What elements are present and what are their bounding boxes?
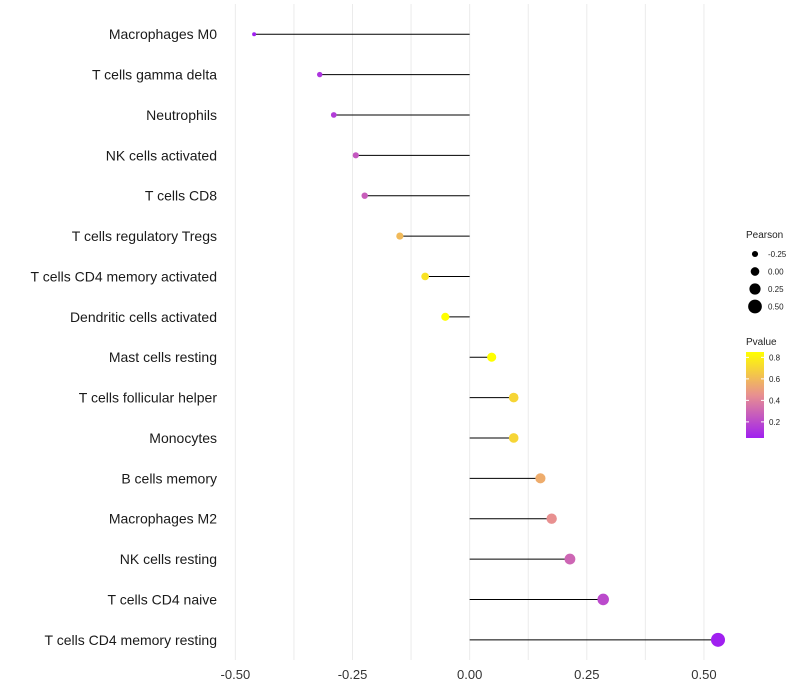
size-legend-key [750, 267, 760, 276]
x-tick-label: -0.25 [338, 667, 368, 682]
lollipop-point [252, 32, 257, 37]
lollipop-point [352, 152, 359, 159]
category-axis-labels: Macrophages M0 T cells gamma delta Neutrop… [31, 26, 218, 648]
category-label: Macrophages M0 [109, 26, 217, 42]
category-label: T cells CD8 [145, 188, 217, 204]
color-legend-label: 0.8 [769, 353, 781, 362]
lollipop-point [441, 312, 450, 321]
category-label: T cells regulatory Tregs [72, 228, 217, 244]
x-tick-label: 0.50 [691, 667, 716, 682]
color-legend-label: 0.4 [769, 396, 781, 405]
lollipop-point [396, 232, 404, 240]
category-label: T cells follicular helper [79, 390, 218, 406]
lollipop-point [535, 473, 546, 484]
category-label: NK cells activated [106, 147, 217, 163]
size-legend-key [748, 299, 762, 314]
category-label: NK cells resting [120, 551, 217, 567]
lollipop-point [711, 632, 725, 647]
size-legend-key [751, 250, 759, 258]
size-legend-label: 0.25 [768, 285, 784, 294]
color-legend-bar [746, 352, 764, 438]
x-tick-label: 0.00 [457, 667, 482, 682]
size-legend: Pearson -0.25 0.00 0.25 0.50 [746, 230, 787, 314]
size-legend-label: -0.25 [768, 250, 787, 259]
color-legend-label: 0.6 [769, 375, 781, 384]
x-axis-tick-labels: -0.50 -0.25 0.00 0.25 0.50 [221, 667, 717, 682]
category-label: T cells CD4 memory resting [45, 632, 217, 648]
category-label: Macrophages M2 [109, 511, 217, 527]
color-legend: Pvalue 0.8 0.6 0.4 0.2 [746, 337, 781, 438]
category-label: Mast cells resting [109, 349, 217, 365]
lollipop-point [597, 593, 609, 606]
lollipop-point [330, 112, 337, 118]
lollipop-point [508, 392, 519, 403]
color-legend-title: Pvalue [746, 337, 777, 348]
category-label: T cells gamma delta [92, 67, 217, 83]
category-label: Neutrophils [146, 107, 217, 123]
size-legend-label: 0.50 [768, 303, 784, 312]
category-label: Monocytes [149, 430, 217, 446]
lollipop-point [508, 433, 519, 443]
size-legend-title: Pearson [746, 230, 783, 241]
lollipop-points [252, 32, 725, 647]
lollipop-point [546, 513, 557, 524]
color-legend-label: 0.2 [769, 418, 781, 427]
lollipop-segments [254, 33, 718, 641]
size-legend-label: 0.00 [768, 268, 784, 277]
category-label: T cells CD4 memory activated [31, 268, 217, 284]
grid-lines [234, 4, 705, 660]
lollipop-point [361, 192, 368, 199]
lollipop-point [317, 71, 323, 78]
category-label: Dendritic cells activated [70, 309, 217, 325]
category-label: T cells CD4 naive [108, 591, 218, 607]
size-legend-key [749, 283, 761, 295]
x-tick-label: -0.50 [221, 667, 251, 682]
lollipop-point [564, 553, 576, 565]
x-tick-label: 0.25 [574, 667, 599, 682]
lollipop-point [421, 272, 429, 281]
lollipop-point [487, 352, 497, 362]
category-label: B cells memory [121, 470, 217, 486]
